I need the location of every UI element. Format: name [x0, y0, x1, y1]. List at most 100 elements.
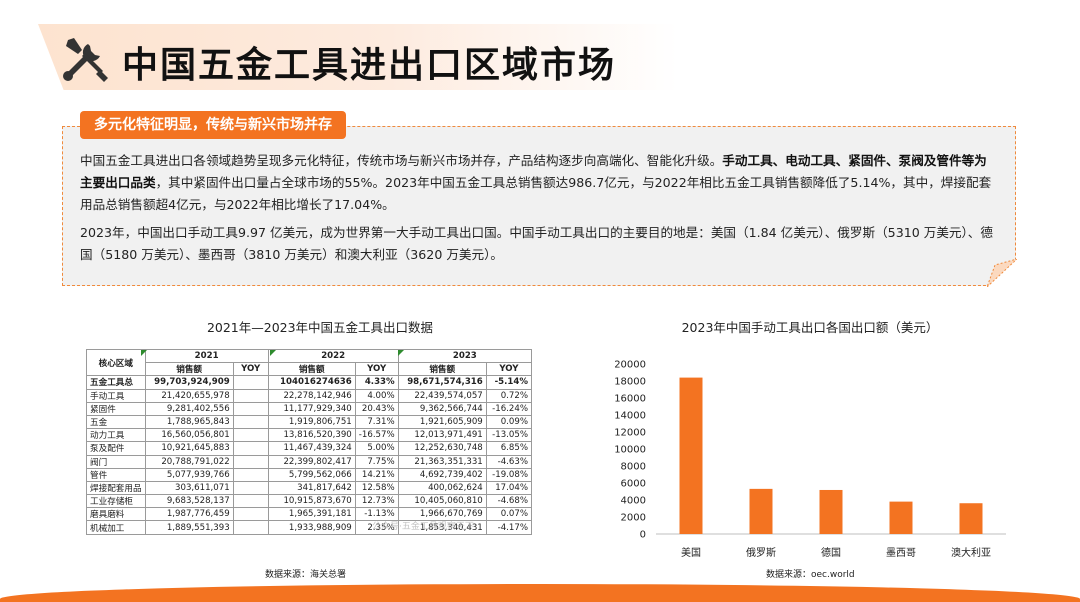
yoy-header: YOY [354, 362, 399, 377]
sales-cell: 5,077,939,766 [144, 467, 234, 482]
yoy-cell: 12.58% [354, 480, 399, 496]
sales-cell: 10,921,645,883 [144, 441, 234, 456]
sales-cell: 22,399,802,417 [267, 454, 356, 469]
y-tick-label: 16000 [614, 394, 646, 405]
bar [819, 489, 843, 534]
row-label: 手动工具 [86, 388, 146, 403]
table-row: 阀门 20,788,791,022 22,399,802,417 7.75% 21,36… [86, 454, 533, 469]
sales-cell: 303,611,071 [144, 480, 234, 496]
yoy-cell: -19.08% [485, 467, 533, 482]
sales-cell: 9,281,402,556 [144, 401, 234, 416]
table-source: 数据来源：海关总署 [265, 570, 347, 580]
cell-marker [141, 350, 147, 356]
sales-cell: 4,692,739,402 [397, 467, 487, 482]
y-tick-label: 2000 [621, 513, 646, 524]
year-header: 2023 [397, 348, 533, 364]
x-tick-label: 墨西哥 [886, 547, 916, 559]
y-tick-label: 20000 [614, 360, 646, 371]
row-label: 管件 [86, 467, 146, 482]
yoy-cell [232, 520, 269, 535]
yoy-cell: -4.17% [485, 520, 533, 535]
table-row: 紧固件 9,281,402,556 11,177,929,340 20.43% 9,36… [86, 401, 533, 416]
row-label: 紧固件 [86, 401, 146, 416]
sales-header: 销售额 [267, 362, 356, 377]
yoy-header: YOY [232, 362, 269, 377]
yoy-cell [232, 414, 269, 430]
yoy-cell [232, 375, 269, 390]
cell-marker [270, 350, 276, 356]
yoy-cell: 20.43% [354, 401, 399, 416]
row-label: 焊接配套用品 [86, 480, 146, 496]
yoy-cell: 12.73% [354, 494, 399, 509]
sales-header: 销售额 [144, 362, 234, 377]
sales-cell: 10,915,873,670 [267, 494, 356, 509]
yoy-cell [232, 401, 269, 416]
row-label: 阀门 [86, 454, 146, 469]
x-tick-label: 俄罗斯 [746, 546, 776, 559]
page-fold [987, 259, 1017, 287]
y-tick-label: 14000 [614, 411, 646, 422]
yoy-header: YOY [485, 362, 533, 377]
x-tick-label: 澳大利亚 [951, 546, 991, 559]
bar [889, 501, 913, 534]
x-tick-label: 美国 [681, 546, 701, 559]
table-body: 五金工具总 99,703,924,909 104016274636 4.33% 98,6… [86, 375, 533, 535]
sales-cell: 12,013,971,491 [397, 428, 487, 443]
yoy-cell: 0.07% [485, 507, 533, 522]
sales-cell: 21,363,351,331 [397, 454, 487, 469]
table-caption: 2021年—2023年中国五金工具出口数据 [206, 320, 434, 335]
yoy-cell: 4.00% [354, 388, 399, 403]
bar [959, 503, 983, 534]
page-title: 中国五金工具进出口区域市场 [122, 45, 617, 86]
yoy-cell: -16.24% [485, 401, 533, 416]
sales-header: 销售额 [397, 362, 487, 377]
sales-cell: 1,987,776,459 [144, 507, 234, 522]
bar [679, 377, 703, 534]
sales-cell: 5,799,562,066 [267, 467, 356, 482]
sales-cell: 20,788,791,022 [144, 454, 234, 469]
chart-source: 数据来源：oec.world [766, 570, 855, 580]
yoy-cell [232, 467, 269, 482]
y-tick-label: 4000 [621, 496, 646, 507]
sales-cell: 1,933,988,909 [267, 520, 356, 535]
sales-cell: 1,921,605,909 [397, 414, 487, 430]
yoy-cell [232, 494, 269, 509]
sales-cell: 400,062,624 [397, 480, 487, 496]
table-row: 焊接配套用品 303,611,071 341,817,642 12.58% 400,06… [86, 480, 533, 496]
yoy-cell: -13.05% [485, 428, 533, 443]
row-label: 机械加工 [86, 520, 146, 535]
y-tick-label: 18000 [614, 377, 646, 388]
yoy-cell: 2.35% [354, 520, 399, 535]
row-label: 五金 [86, 414, 146, 430]
bar [749, 488, 773, 534]
sales-cell: 12,252,630,748 [397, 441, 487, 456]
sales-cell: 99,703,924,909 [144, 375, 234, 390]
sales-cell: 9,362,566,744 [397, 401, 487, 416]
yoy-cell: -5.14% [485, 375, 533, 390]
sales-cell: 22,278,142,946 [267, 388, 356, 403]
sales-cell: 341,817,642 [267, 480, 356, 496]
sales-cell: 1,919,806,751 [267, 414, 356, 430]
table-row: 工业存储柜 9,683,528,137 10,915,873,670 12.73% 10… [86, 494, 533, 509]
table-row: 动力工具 16,560,056,801 13,816,520,390 -16.57% 1… [86, 428, 533, 443]
export-bar-chart: 0 2000 4000 6000 8000 10000 12000 14000 16000 180… [614, 360, 1006, 559]
yoy-cell: -4.63% [485, 454, 533, 469]
paragraph-2: 2023年，中国出口手动工具9.97 亿美元，成为世界第一大手动工具出口国。中国… [80, 225, 993, 262]
section-tag: 多元化特征明显，传统与新兴市场并存 [80, 111, 346, 139]
sales-cell: 104016274636 [267, 375, 356, 390]
sales-cell: 1,889,551,393 [144, 520, 234, 535]
chart-title: 2023年中国手动工具出口各国出口额（美元） [681, 320, 939, 335]
yoy-cell: 0.72% [485, 388, 533, 403]
yoy-cell: 17.04% [485, 480, 533, 496]
paragraph-1-bold: 手动工具、电动工具、紧固件、泵阀及管件等为主要出口品类 [80, 153, 987, 190]
sales-cell: 1,965,391,181 [267, 507, 356, 522]
y-tick-label: 6000 [621, 479, 646, 490]
yoy-cell: 6.85% [485, 441, 533, 456]
yoy-cell: 14.21% [354, 467, 399, 482]
table-row: 手动工具 21,420,655,978 22,278,142,946 4.00% 22,… [86, 388, 533, 403]
yoy-cell: 0.09% [485, 414, 533, 430]
yoy-cell: 7.31% [354, 414, 399, 430]
sales-cell: 1,788,965,843 [144, 414, 234, 430]
watermark: 公众号·五金工具观察天下 [372, 522, 474, 532]
paragraph-1-lead: 中国五金工具进出口各领域趋势呈现多元化特征，传统市场与新兴市场并存，产品结构逐步… [80, 153, 723, 168]
